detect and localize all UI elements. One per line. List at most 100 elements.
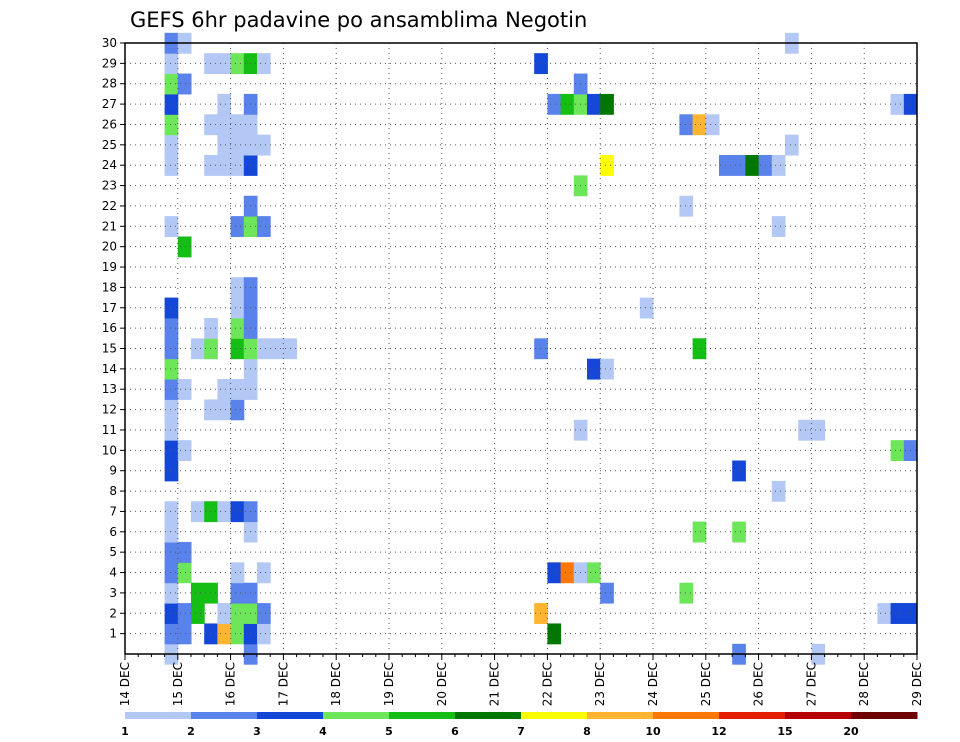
legend-label: 4 <box>319 725 327 738</box>
heatmap-cell <box>679 195 694 217</box>
heatmap-cell <box>890 440 905 462</box>
heatmap-cell <box>547 623 562 645</box>
heatmap-cell <box>600 582 614 604</box>
x-tick-label: 18 DEC <box>329 662 343 706</box>
heatmap-cell <box>257 623 271 645</box>
legend-label: 2 <box>187 725 195 738</box>
heatmap-cell <box>257 338 271 360</box>
y-tick-label: 28 <box>102 77 117 91</box>
heatmap-cell <box>745 155 760 176</box>
heatmap-cell <box>191 501 205 523</box>
heatmap-cell <box>230 297 245 319</box>
heatmap-cell <box>217 501 232 523</box>
x-tick-label: 21 DEC <box>488 662 502 706</box>
y-tick-label: 24 <box>102 158 117 172</box>
legend-label: 7 <box>517 725 525 738</box>
legend-label: 15 <box>777 725 792 738</box>
x-axis: 14 DEC 15 DEC 16 DEC 17 DEC 18 DEC 19 DEC 20 D… <box>118 654 924 706</box>
heatmap-cell <box>217 53 232 75</box>
x-tick-label: 15 DEC <box>171 662 185 706</box>
y-tick-label: 30 <box>102 36 117 50</box>
legend-swatch <box>653 712 720 719</box>
heatmap-cells <box>164 32 918 665</box>
heatmap-cell <box>890 603 905 624</box>
legend-swatch <box>851 712 918 719</box>
legend-swatch <box>587 712 654 719</box>
heatmap-cell <box>204 53 218 75</box>
heatmap-cell <box>164 379 179 400</box>
y-tick-label: 18 <box>102 280 117 294</box>
y-tick-label: 20 <box>102 240 117 254</box>
heatmap-cell <box>534 603 548 624</box>
heatmap-cell <box>600 155 614 176</box>
heatmap-cell <box>230 317 245 339</box>
y-tick-label: 23 <box>102 179 117 193</box>
heatmap-cell <box>164 399 179 421</box>
legend-label: 1 <box>121 725 129 738</box>
heatmap-cell <box>890 93 905 115</box>
heatmap-cell <box>230 134 245 156</box>
y-tick-label: 26 <box>102 117 117 131</box>
heatmap-cell <box>164 134 179 156</box>
y-tick-label: 9 <box>109 464 117 478</box>
heatmap-cell <box>679 582 694 604</box>
heatmap-cell <box>771 155 786 176</box>
x-tick-label: 17 DEC <box>276 662 290 706</box>
heatmap-cell <box>785 134 799 156</box>
legend-label: 10 <box>645 725 661 738</box>
legend-label: 6 <box>451 725 459 738</box>
heatmap-cell <box>230 155 245 176</box>
y-tick-label: 16 <box>102 321 117 335</box>
x-tick-label: 14 DEC <box>118 662 132 706</box>
y-tick-label: 15 <box>102 342 117 356</box>
legend-swatch <box>257 712 324 719</box>
heatmap-cell <box>191 582 205 604</box>
heatmap-cell <box>164 155 179 176</box>
heatmap-cell <box>204 399 218 421</box>
heatmap-cell <box>204 501 218 523</box>
heatmap-cell <box>177 440 192 462</box>
color-legend: 1 2 3 4 5 6 7 8 10 12 15 20 <box>121 712 918 738</box>
heatmap-cell <box>164 93 179 115</box>
heatmap-cell <box>771 216 786 237</box>
heatmap-cell <box>257 603 271 624</box>
y-tick-label: 11 <box>102 423 117 437</box>
x-tick-label: 23 DEC <box>593 662 607 706</box>
heatmap-cell <box>191 338 205 360</box>
heatmap-cell <box>177 379 192 400</box>
heatmap-cell <box>877 603 892 624</box>
legend-swatch <box>323 712 390 719</box>
legend-label: 20 <box>843 725 859 738</box>
x-tick-label: 29 DEC <box>910 662 924 706</box>
heatmap-cell <box>217 114 232 136</box>
heatmap-cell <box>164 216 179 237</box>
heatmap-cell <box>164 114 179 136</box>
x-tick-label: 24 DEC <box>646 662 660 706</box>
y-tick-label: 1 <box>109 627 117 641</box>
heatmap-cell <box>270 338 284 360</box>
x-tick-label: 28 DEC <box>857 662 871 706</box>
heatmap-cell <box>534 53 548 75</box>
heatmap-cell <box>204 623 218 645</box>
y-tick-label: 10 <box>102 443 117 457</box>
heatmap-cell <box>732 460 746 482</box>
heatmap-cell <box>230 53 245 75</box>
legend-swatch <box>719 712 786 719</box>
chart-title: GEFS 6hr padavine po ansamblima Negotin <box>130 8 587 32</box>
legend-swatch <box>191 712 258 719</box>
heatmap-cell <box>164 53 179 75</box>
legend-swatch <box>125 712 192 719</box>
heatmap-cell <box>771 480 786 502</box>
heatmap-cell <box>177 236 192 258</box>
heatmap-cell <box>164 603 179 624</box>
heatmap-cell <box>177 603 192 624</box>
heatmap-cell <box>164 521 179 543</box>
legend-label: 3 <box>253 725 261 738</box>
heatmap-cell <box>692 114 707 136</box>
y-tick-label: 4 <box>109 566 117 580</box>
heatmap-cell <box>230 114 245 136</box>
y-tick-label: 3 <box>109 586 117 600</box>
heatmap-cell <box>230 216 245 237</box>
heatmap-cell <box>230 501 245 523</box>
